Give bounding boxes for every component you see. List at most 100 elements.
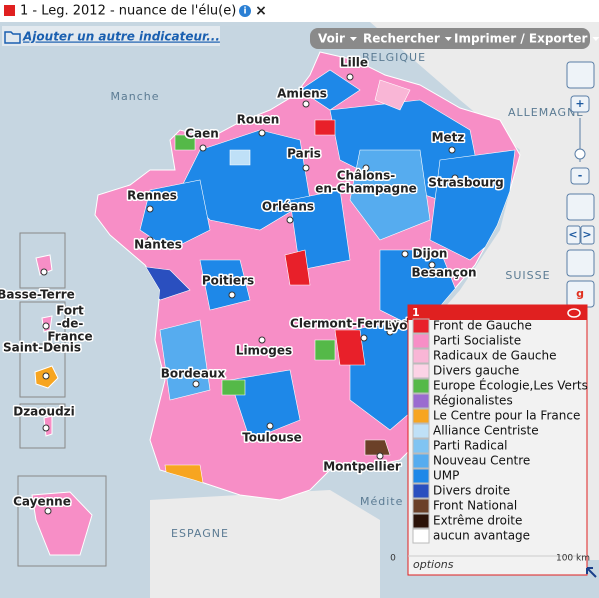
city-label: Montpellier	[323, 460, 401, 474]
zoom-knob[interactable]	[574, 148, 586, 160]
city-label: Caen	[185, 127, 219, 141]
zoom-out[interactable]	[570, 167, 590, 185]
legend-label: Extrême droite	[433, 514, 522, 528]
legend-label: Europe Écologie,Les Verts	[433, 378, 588, 393]
menu[interactable]: Voir	[318, 32, 345, 46]
legend-label: Régionalistes	[433, 394, 513, 408]
city-label: Besançon	[412, 266, 477, 280]
department	[314, 339, 336, 361]
legend-swatch	[412, 363, 430, 379]
city-dot	[302, 164, 310, 172]
scale-start: 0	[390, 554, 396, 564]
city-label: Basse-Terre	[0, 288, 75, 302]
add-bg	[2, 26, 220, 46]
city-dot	[258, 129, 266, 137]
zoom-in[interactable]	[570, 95, 590, 113]
city-label: Rennes	[127, 189, 177, 203]
city-label: Lyo	[385, 319, 408, 333]
city-label: Dijon	[413, 247, 448, 261]
city-label: Châlons-	[337, 169, 395, 183]
department	[374, 79, 411, 111]
city-label: Lille	[340, 56, 368, 70]
menu-arrow	[349, 37, 357, 41]
svg-text:>: >	[582, 228, 591, 241]
svg-text:+: +	[575, 97, 584, 110]
city-dot	[192, 380, 200, 388]
city-dot	[451, 174, 459, 182]
city-dot	[258, 336, 266, 344]
close[interactable]: ×	[255, 3, 267, 19]
city-dot	[146, 236, 154, 244]
legend-label: Parti Socialiste	[433, 334, 521, 348]
city-dot	[199, 144, 207, 152]
photo[interactable]	[566, 249, 595, 277]
legend-header	[408, 305, 587, 320]
add-indicator[interactable]: Ajouter un autre indicateur...	[22, 30, 220, 44]
legend-label: Divers gauche	[433, 364, 519, 378]
city-dot	[448, 146, 456, 154]
city-dot	[40, 268, 48, 276]
scale-end: 100 km	[556, 554, 590, 564]
eye-icon[interactable]	[567, 308, 581, 318]
city-label: en-Champagne	[315, 182, 417, 196]
menu[interactable]: Imprimer / Exporter	[454, 32, 587, 46]
department	[229, 369, 301, 441]
legend-swatch	[412, 528, 430, 544]
legend-swatch	[412, 483, 430, 499]
legend-swatch	[412, 468, 430, 484]
department	[139, 179, 211, 251]
title-icon	[4, 5, 15, 16]
city-dot	[376, 452, 384, 460]
department	[284, 249, 311, 286]
city-dot	[266, 422, 274, 430]
legend-swatch	[412, 333, 430, 349]
svg-text:g: g	[576, 287, 584, 300]
legend-swatch	[412, 408, 430, 424]
menu-arrow	[592, 37, 599, 41]
legend-label: Nouveau Centre	[433, 454, 530, 468]
geo-label: Manche	[111, 90, 160, 103]
svg-text:-: -	[578, 169, 583, 182]
fullscreen[interactable]	[566, 193, 595, 221]
city-label: Poitiers	[202, 274, 254, 288]
legend-swatch	[412, 393, 430, 409]
city-dot	[286, 216, 294, 224]
city-label: Metz	[432, 131, 465, 145]
department	[334, 329, 366, 366]
department	[349, 149, 431, 241]
city-label: Toulouse	[242, 431, 302, 445]
legend-swatch	[412, 423, 430, 439]
city-dot	[44, 507, 52, 515]
resize[interactable]	[586, 567, 597, 578]
city-label: Limoges	[236, 344, 292, 358]
city-dot	[386, 328, 394, 336]
geo-label: BELGIQUE	[362, 51, 426, 64]
city-label: Paris	[287, 147, 321, 161]
city-label: Fort	[56, 304, 84, 318]
legend-label: Divers droite	[433, 484, 510, 498]
prev[interactable]	[566, 225, 581, 245]
menu[interactable]: Rechercher	[363, 32, 440, 46]
menu-arrow	[444, 37, 452, 41]
legend-label: UMP	[433, 469, 459, 483]
legend-label: Alliance Centriste	[433, 424, 539, 438]
territory	[35, 254, 53, 276]
zoom-select[interactable]	[566, 61, 595, 89]
city-label: Amiens	[277, 87, 327, 101]
department	[229, 149, 251, 166]
city-dot	[346, 73, 354, 81]
city-dot	[362, 164, 370, 172]
legend-label: Parti Radical	[433, 439, 508, 453]
folder-icon	[4, 31, 21, 44]
controls	[566, 61, 595, 308]
legend-label: aucun avantage	[433, 529, 530, 543]
legend-swatch	[412, 378, 430, 394]
legend	[407, 304, 588, 576]
city-dot	[228, 291, 236, 299]
title-bar	[0, 0, 599, 22]
info-icon[interactable]	[239, 5, 251, 17]
city-label: Orléans	[262, 200, 314, 214]
next[interactable]	[580, 225, 595, 245]
city-dot	[42, 322, 50, 330]
legend-options[interactable]: options	[413, 558, 454, 571]
